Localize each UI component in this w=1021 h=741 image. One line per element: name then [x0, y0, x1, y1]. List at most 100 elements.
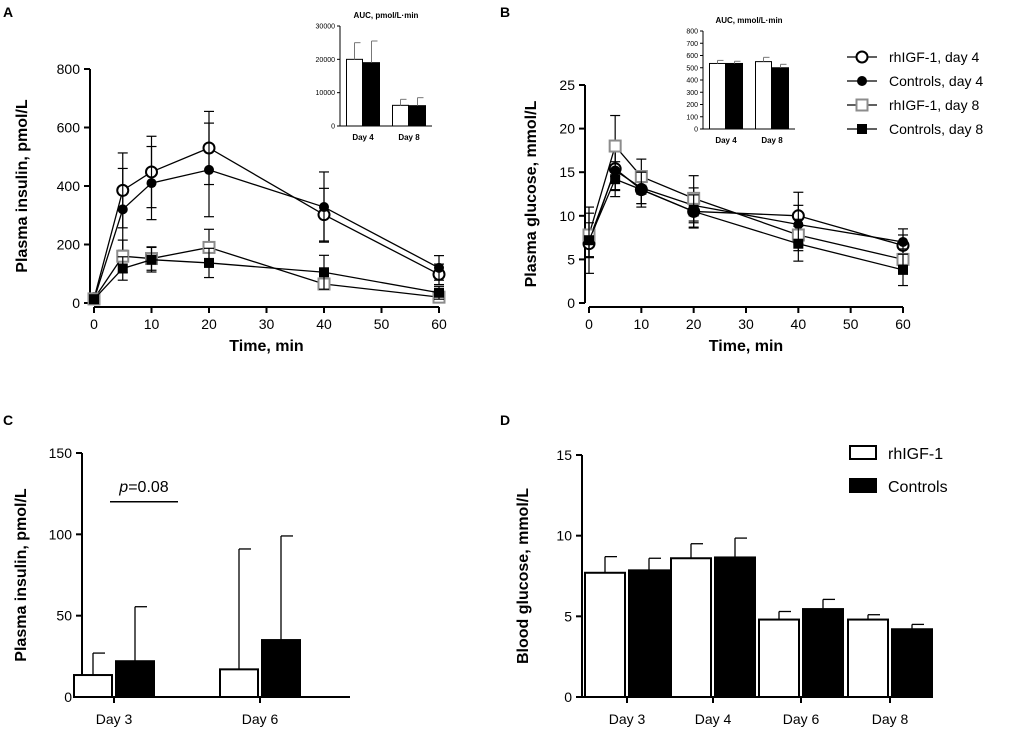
x-tick-label: 30 [738, 316, 754, 332]
y-axis-title: Blood glucose, mmol/L [515, 488, 532, 664]
legend-marker [857, 76, 867, 86]
data-point [319, 202, 329, 213]
inset-category-label: Day 4 [715, 136, 737, 145]
x-tick-label: 40 [791, 316, 807, 332]
panel-B: B 0 5 10 15 20 25 0 10 20 30 40 50 60 Time, min Plasma … [500, 4, 911, 355]
y-tick-label: 10 [556, 528, 572, 544]
series-controls-day-4 [89, 122, 444, 305]
inset-y-tick-label: 20000 [316, 57, 336, 64]
data-point [610, 174, 621, 185]
bar [261, 639, 301, 698]
data-point [688, 206, 699, 217]
data-point [89, 294, 99, 305]
y-tick-label: 400 [57, 178, 81, 194]
x-tick-label: Day 4 [695, 711, 732, 727]
y-tick-label: 200 [57, 237, 81, 253]
x-tick-label: 0 [90, 316, 98, 332]
x-tick-label: 60 [895, 316, 911, 332]
y-tick-label: 50 [56, 608, 72, 624]
inset-bar [709, 62, 726, 130]
data-point [898, 264, 908, 275]
inset-bar [409, 105, 426, 127]
y-tick-label: 20 [559, 121, 575, 137]
y-tick-label: 15 [556, 447, 572, 463]
x-tick-label: Day 6 [783, 711, 820, 727]
inset-bar [346, 58, 363, 127]
legend-swatch [849, 445, 877, 460]
data-point [319, 267, 329, 278]
y-tick-label: 600 [57, 120, 81, 136]
x-tick-label: 40 [316, 316, 332, 332]
series-line [588, 144, 904, 261]
y-axis-title: Plasma glucose, mmol/L [523, 100, 540, 287]
series-rhigf-1-day-4 [87, 110, 446, 306]
inset-category-label: Day 8 [398, 133, 420, 142]
series-line [93, 259, 440, 300]
x-tick-label: 0 [585, 316, 593, 332]
x-tick-label: Day 6 [242, 711, 279, 727]
x-tick-label: 50 [843, 316, 859, 332]
legend-label: Controls [888, 479, 948, 496]
bar [847, 618, 889, 698]
legend-marker [855, 50, 869, 64]
inset-bar [392, 104, 409, 127]
legend-swatch [849, 478, 877, 493]
series-line [93, 246, 440, 300]
bar [891, 628, 933, 698]
panel-letter-D: D [500, 412, 510, 428]
bar [73, 674, 113, 698]
inset-y-tick-label: 0 [694, 127, 698, 134]
p-value-annotation: p=0.08 [118, 479, 168, 496]
data-point [204, 257, 214, 268]
inset-bar [726, 62, 743, 130]
data-point [204, 164, 214, 175]
y-axis-title: Plasma insulin, pmol/L [13, 488, 30, 662]
x-tick-label: 10 [634, 316, 650, 332]
x-tick-label: Day 3 [96, 711, 133, 727]
bar [714, 556, 756, 698]
inset-y-tick-label: 0 [331, 124, 335, 131]
inset-category-label: Day 8 [761, 136, 783, 145]
data-point [434, 262, 444, 273]
bar [670, 557, 712, 699]
data-point [146, 178, 157, 189]
legend-panel-B: rhIGF-1, day 4 Controls, day 4 rhIGF-1, da… [847, 49, 983, 137]
y-tick-label: 100 [49, 526, 73, 542]
data-point [117, 263, 128, 274]
y-tick-label: 150 [49, 445, 73, 461]
p-value-text: =0.08 [128, 479, 169, 496]
inset-y-tick-label: 400 [686, 78, 698, 85]
legend-label: Controls, day 4 [889, 73, 983, 89]
bar [219, 668, 259, 699]
x-tick-label: 20 [201, 316, 217, 332]
x-tick-label: 60 [431, 316, 447, 332]
legend-label: rhIGF-1 [888, 446, 943, 463]
data-point [434, 287, 444, 298]
series-controls-day-8 [89, 246, 444, 305]
bar [115, 660, 155, 698]
data-point [117, 204, 128, 215]
bar [584, 571, 626, 698]
x-tick-label: Day 8 [872, 711, 909, 727]
y-tick-label: 5 [564, 608, 572, 624]
legend-marker [857, 124, 867, 134]
x-axis-title: Time, min [229, 338, 303, 355]
bar [802, 608, 844, 698]
panel-A: A 0 200 400 600 800 0 10 20 30 40 50 60 Time, min Plas… [3, 4, 447, 355]
inset-y-tick-label: 800 [686, 29, 698, 36]
data-point [636, 184, 647, 195]
panel-D: D 0 5 10 15 Blood glucose, mmol/L Day 3 Day 4 Da… [500, 412, 948, 727]
panel-letter-C: C [3, 412, 13, 428]
panel-letter-A: A [3, 4, 13, 20]
inset-title: AUC, mmol/L·min [715, 16, 782, 25]
legend-label: Controls, day 8 [889, 121, 983, 137]
x-tick-label: 30 [259, 316, 275, 332]
series-rhigf-1-day-8 [87, 228, 446, 306]
x-axis-title: Time, min [709, 338, 783, 355]
panel-C: C 0 50 100 150 Plasma insulin, pmol/L Day 3 Day… [3, 412, 350, 727]
series-rhigf-1-day-8 [582, 114, 910, 271]
inset-category-label: Day 4 [352, 133, 374, 142]
inset-bar [363, 62, 380, 127]
data-point [608, 139, 622, 153]
series-controls-day-8 [584, 161, 908, 287]
